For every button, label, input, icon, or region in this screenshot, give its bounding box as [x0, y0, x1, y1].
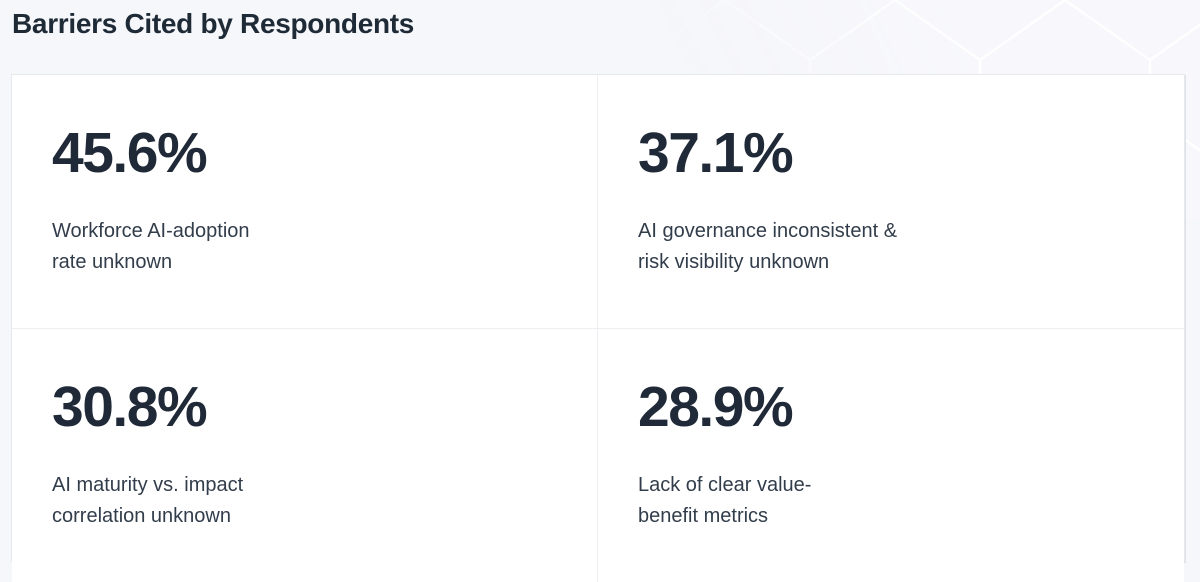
- stat-card-governance-risk: 37.1% AI governance inconsistent & risk …: [598, 75, 1184, 329]
- stat-value: 45.6%: [52, 121, 208, 185]
- stat-value: 28.9%: [638, 375, 794, 439]
- stat-label: Workforce AI-adoption rate unknown: [52, 220, 250, 273]
- stat-label: Lack of clear value- benefit metrics: [638, 474, 812, 527]
- stats-grid: 45.6% Workforce AI-adoption rate unknown…: [11, 74, 1185, 582]
- stat-card-value-benefit: 28.9% Lack of clear value- benefit metri…: [598, 329, 1184, 582]
- stat-card-maturity-impact: 30.8% AI maturity vs. impact correlation…: [12, 329, 598, 582]
- stat-label: AI maturity vs. impact correlation unkno…: [52, 474, 244, 527]
- stat-card-workforce-adoption: 45.6% Workforce AI-adoption rate unknown: [12, 75, 598, 329]
- stat-value: 37.1%: [638, 121, 794, 185]
- stat-value: 30.8%: [52, 375, 208, 439]
- stat-label: AI governance inconsistent & risk visibi…: [638, 220, 898, 273]
- page-title: Barriers Cited by Respondents: [12, 8, 415, 39]
